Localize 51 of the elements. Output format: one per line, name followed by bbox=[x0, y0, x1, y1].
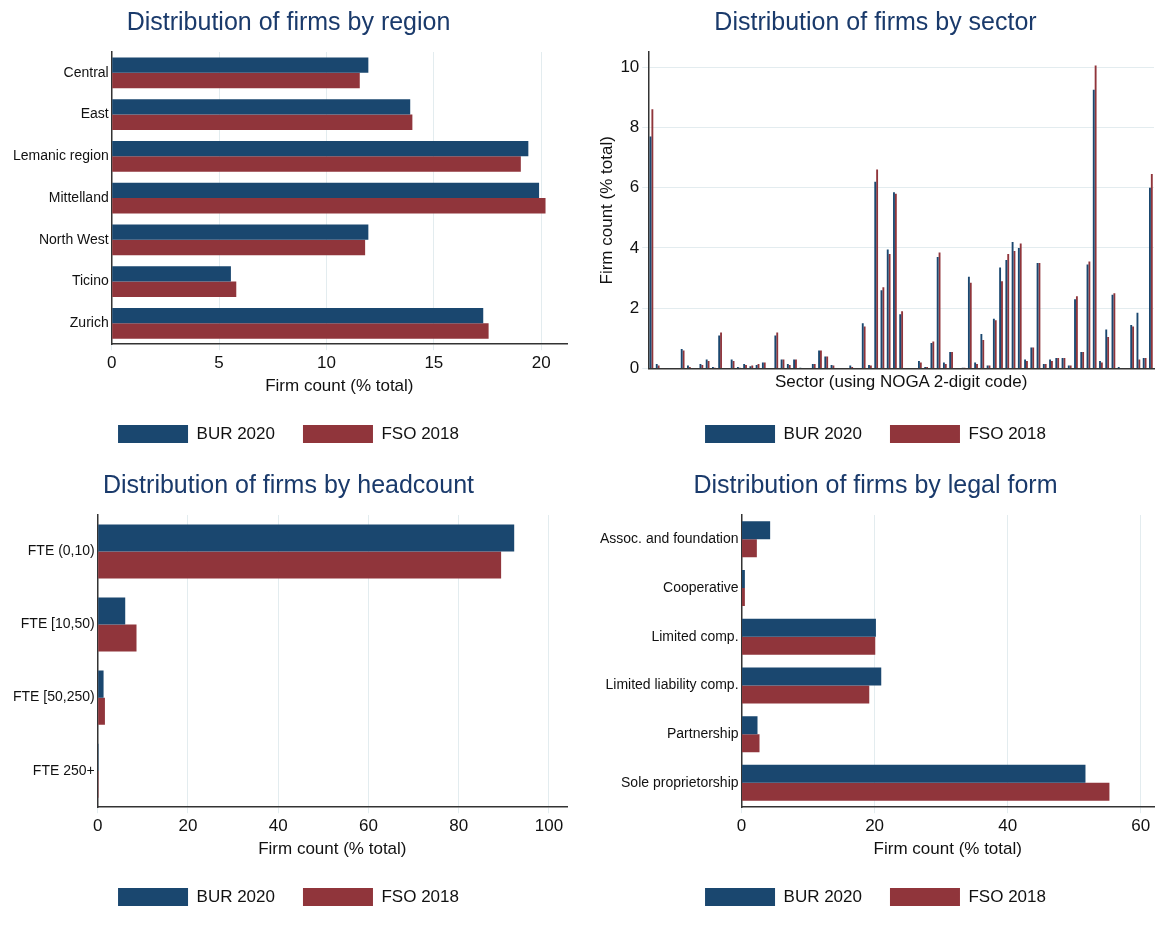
x-tick-label: 10 bbox=[317, 353, 336, 373]
y-tick-label: FTE 250+ bbox=[32, 761, 95, 778]
legend-label: FSO 2018 bbox=[381, 423, 459, 443]
y-tick-label: Cooperative bbox=[663, 578, 739, 595]
y-tick-label: 6 bbox=[629, 177, 640, 197]
x-axis-title: Sector (using NOGA 2-digit code) bbox=[775, 372, 1028, 392]
legend-label: BUR 2020 bbox=[196, 886, 275, 906]
legend-label: FSO 2018 bbox=[381, 886, 459, 906]
y-tick-label: FTE (0,10) bbox=[27, 542, 95, 559]
x-axis-title: Firm count (% total) bbox=[265, 376, 414, 396]
y-tick-label: 8 bbox=[629, 117, 640, 137]
y-tick-label: Assoc. and foundation bbox=[600, 530, 739, 547]
y-tick-label: 4 bbox=[629, 237, 640, 257]
y-tick-label: North West bbox=[38, 230, 109, 247]
y-tick-label: Mittelland bbox=[48, 188, 109, 205]
legend-label: BUR 2020 bbox=[783, 423, 862, 443]
x-axis-title: Firm count (% total) bbox=[873, 839, 1022, 859]
x-tick-label: 20 bbox=[865, 816, 885, 836]
y-tick-label: Ticino bbox=[71, 272, 109, 289]
y-axis-title: Firm count (% total) bbox=[596, 136, 616, 285]
y-tick-label: FTE [10,50) bbox=[20, 615, 95, 632]
y-tick-label: 10 bbox=[620, 56, 640, 76]
x-tick-label: 20 bbox=[531, 353, 551, 373]
legend-label: BUR 2020 bbox=[196, 423, 275, 443]
x-tick-label: 40 bbox=[268, 816, 288, 836]
chart-title: Distribution of firms by sector bbox=[714, 6, 1037, 35]
y-tick-label: Central bbox=[63, 63, 109, 80]
x-axis-title: Firm count (% total) bbox=[258, 839, 407, 859]
x-tick-label: 15 bbox=[424, 353, 444, 373]
y-tick-label: East bbox=[80, 105, 109, 122]
y-tick-label: Lemanic region bbox=[12, 147, 109, 164]
x-tick-label: 80 bbox=[449, 816, 469, 836]
y-tick-label: Limited liability comp. bbox=[605, 676, 739, 693]
chart-title: Distribution of firms by headcount bbox=[102, 469, 475, 498]
y-tick-label: Limited comp. bbox=[651, 627, 739, 644]
chart-title: Distribution of firms by region bbox=[126, 6, 451, 35]
x-tick-label: 60 bbox=[358, 816, 378, 836]
legend-label: FSO 2018 bbox=[968, 886, 1046, 906]
x-tick-label: 20 bbox=[178, 816, 198, 836]
y-tick-label: FTE [50,250) bbox=[13, 688, 95, 705]
y-tick-label: Sole proprietorship bbox=[621, 773, 739, 790]
x-tick-label: 60 bbox=[1131, 816, 1151, 836]
y-tick-label: Zurich bbox=[69, 314, 109, 331]
y-tick-label: Partnership bbox=[666, 725, 739, 742]
x-tick-label: 100 bbox=[534, 816, 564, 836]
chart-title: Distribution of firms by legal form bbox=[693, 469, 1058, 498]
x-tick-label: 40 bbox=[998, 816, 1018, 836]
legend-label: BUR 2020 bbox=[783, 886, 862, 906]
legend-label: FSO 2018 bbox=[968, 423, 1046, 443]
y-tick-label: 2 bbox=[629, 297, 640, 317]
x-tick-label: 5 bbox=[214, 353, 224, 373]
